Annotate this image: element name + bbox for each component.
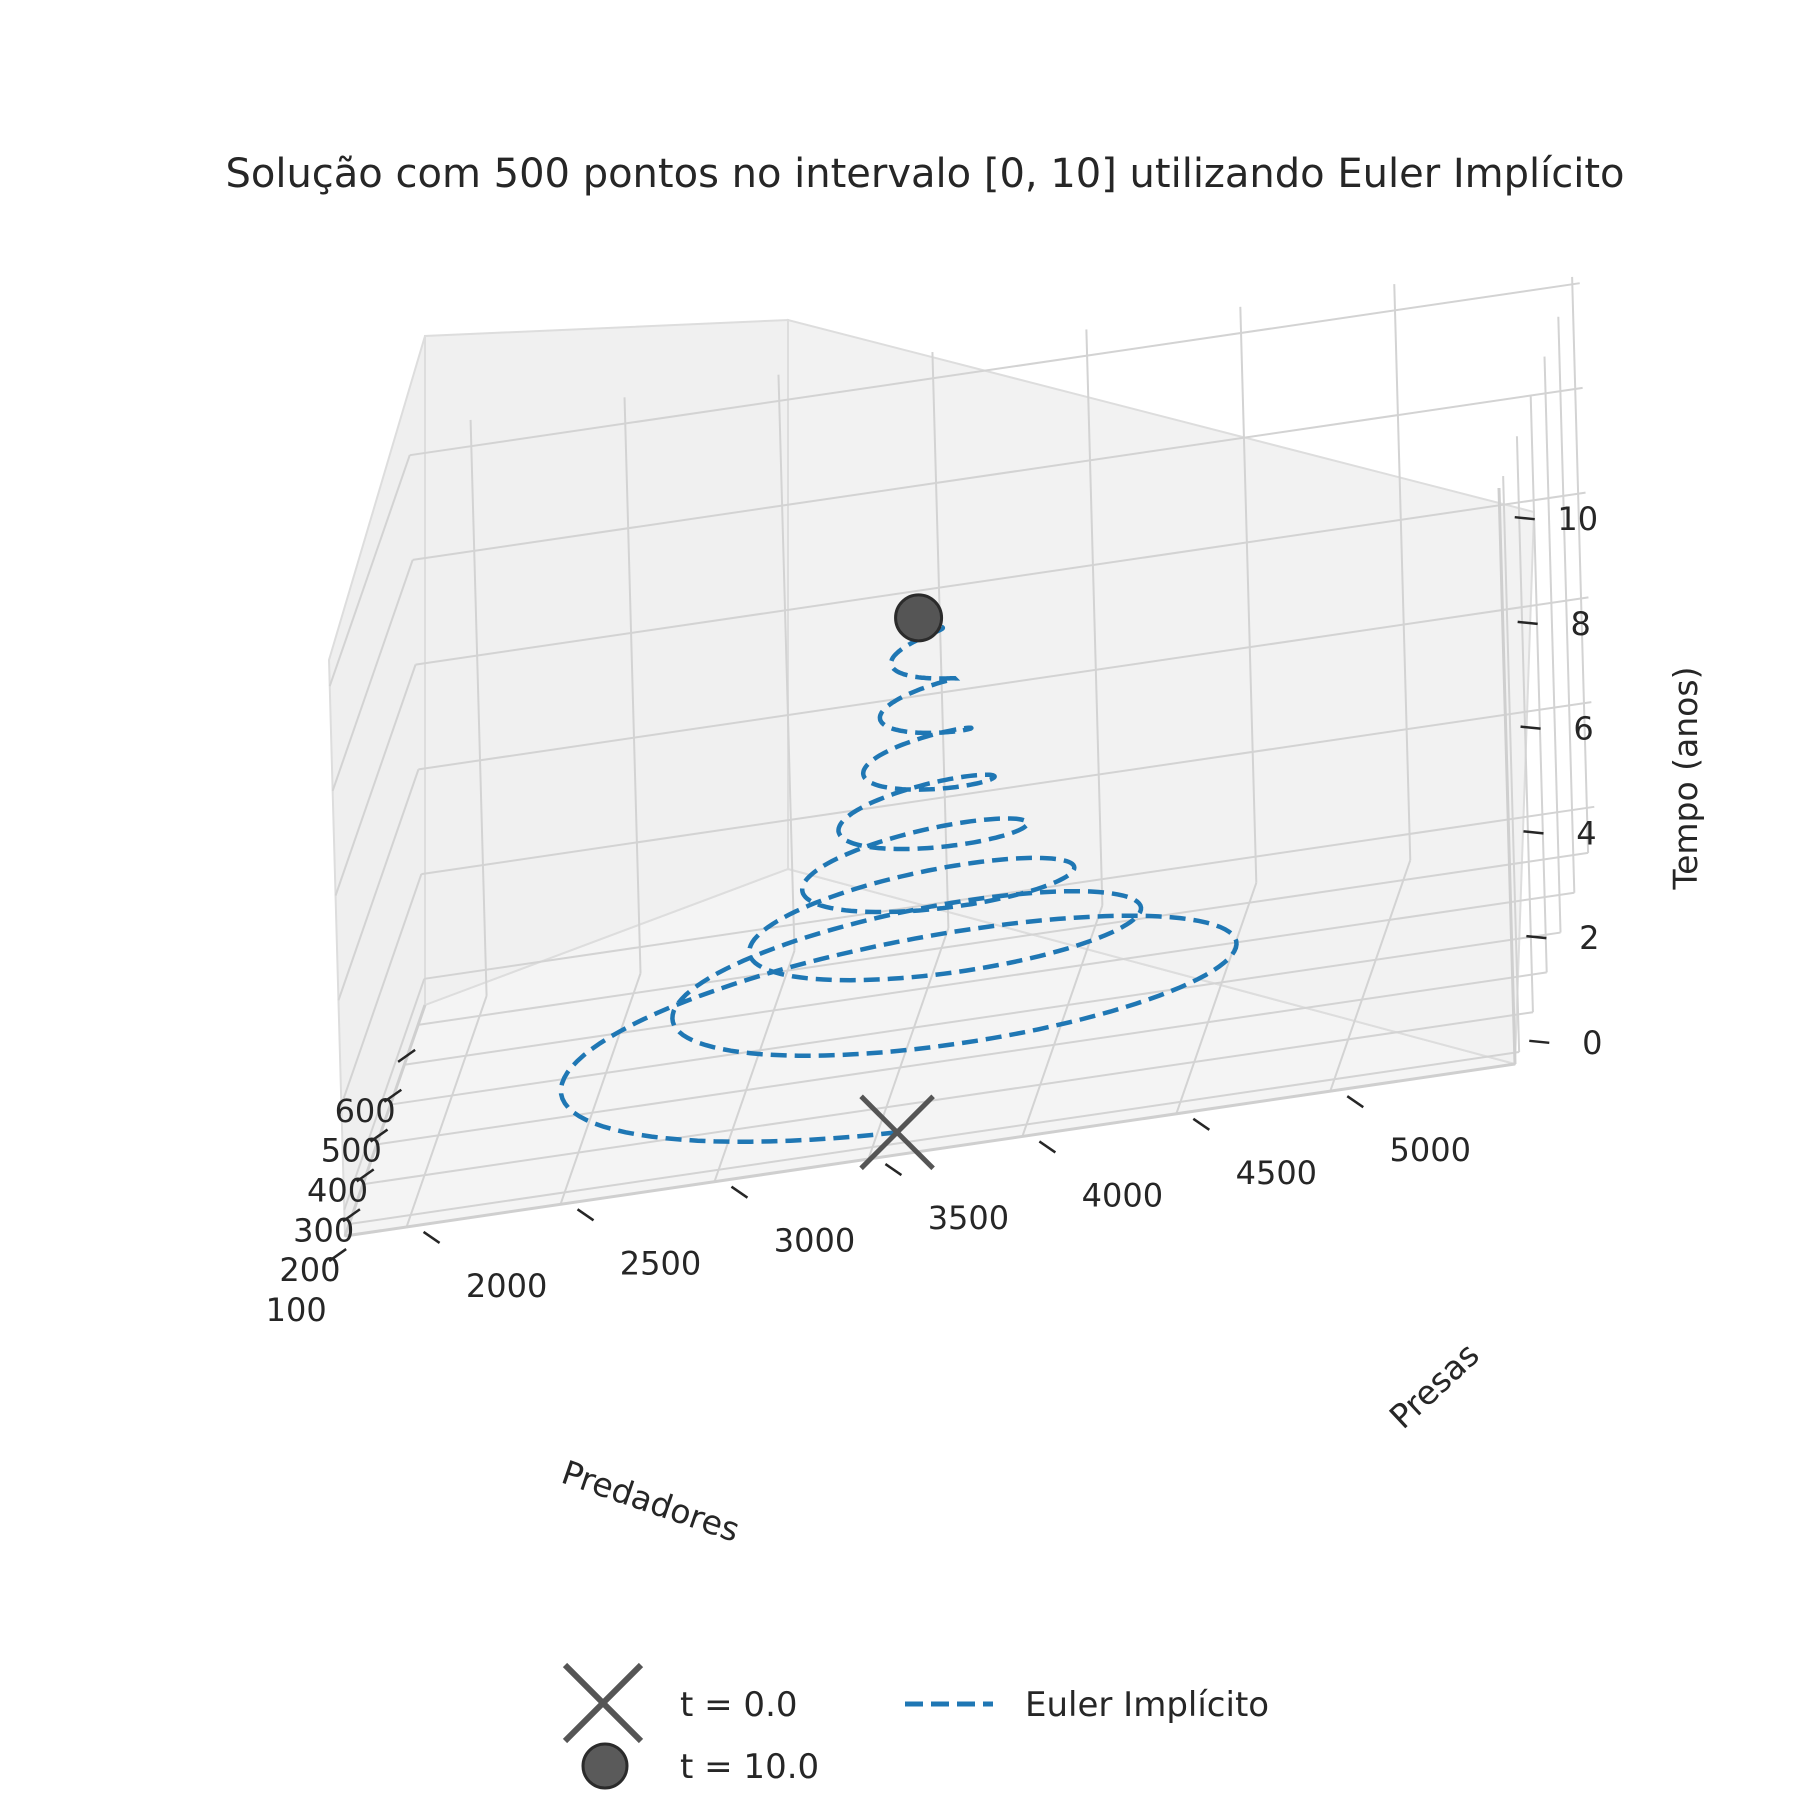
grid-line-x-floor	[348, 1051, 1520, 1226]
x-tick-label: 100	[266, 1291, 327, 1329]
grid-line-z-back	[418, 596, 1589, 771]
legend-item-start: t = 0.0	[562, 1662, 798, 1744]
grid-line-z-left	[343, 978, 426, 1211]
grid-line-y-floor	[405, 995, 488, 1228]
x-axis-label: Predadores	[557, 1453, 745, 1550]
grid-line-x-wall	[1515, 436, 1534, 1013]
y-tick-mark	[1038, 1140, 1057, 1154]
legend-label-series: Euler Implícito	[1025, 1685, 1269, 1725]
grid-line-z-back	[415, 491, 1586, 666]
grid-line-x-floor	[404, 891, 1575, 1066]
grid-line-z-left	[328, 454, 411, 687]
grid-line-z-left	[337, 769, 420, 1001]
grid-line-x-wall	[1502, 476, 1521, 1053]
x-tick-mark	[383, 1088, 403, 1103]
y-tick-mark	[576, 1208, 595, 1222]
z-tick-mark	[1526, 934, 1547, 940]
grid-line-y-floor	[1021, 905, 1104, 1137]
x-tick-label: 600	[335, 1092, 396, 1130]
y-tick-label: 4500	[1236, 1154, 1317, 1192]
z-axis-label: Tempo (anos)	[1666, 667, 1705, 891]
z-tick-mark	[1514, 515, 1535, 521]
grid-line-x-wall	[1557, 316, 1576, 893]
grid-line-x-floor	[362, 1011, 1534, 1186]
series-line-euler-implicito	[558, 620, 1239, 1144]
z-tick-mark	[1523, 830, 1544, 835]
axes: 1002003004005006002000250030003500400045…	[266, 487, 1602, 1329]
x-tick-label: 500	[321, 1132, 382, 1170]
grid-line-x-floor	[417, 851, 1589, 1026]
z-tick-label: 4	[1576, 814, 1596, 852]
grid-line-y-wall	[1085, 329, 1104, 906]
z-tick-label: 8	[1570, 605, 1590, 643]
y-tick-label: 4000	[1082, 1176, 1163, 1214]
grid-line-x-floor	[376, 971, 1547, 1146]
z-tick-label: 10	[1557, 500, 1598, 538]
x-tick-mark	[356, 1168, 375, 1183]
legend-item-series: Euler Implícito	[905, 1685, 1269, 1725]
grid-line-z-back	[421, 701, 1592, 876]
grid-line-y-floor	[559, 972, 642, 1205]
z-tick-mark	[1517, 620, 1538, 626]
grid-lines	[328, 276, 1595, 1228]
y-tick-label: 2500	[620, 1244, 701, 1282]
x-marker-icon	[562, 1662, 644, 1744]
grid-line-y-wall	[1239, 306, 1258, 883]
grid-line-x-wall	[1571, 276, 1590, 853]
y-tick-mark	[1346, 1095, 1364, 1109]
grid-line-x-floor	[390, 931, 1561, 1106]
x-tick-mark	[328, 1248, 347, 1263]
x-tick-mark	[397, 1048, 416, 1063]
grid-line-z-left	[334, 664, 417, 896]
grid-line-x-wall	[1529, 396, 1548, 973]
start-marker	[859, 1094, 935, 1171]
markers	[859, 593, 944, 1171]
legend-item-end: t = 10.0	[581, 1742, 819, 1790]
z-tick-label: 6	[1573, 710, 1593, 748]
grid-line-z-back	[424, 805, 1595, 980]
grid-line-y-wall	[1393, 284, 1412, 861]
legend-label-end: t = 10.0	[680, 1747, 819, 1787]
z-tick-label: 2	[1579, 919, 1599, 957]
y-axis-line	[344, 1062, 1516, 1238]
grid-line-z-back	[412, 386, 1583, 561]
x-tick-label: 400	[307, 1172, 368, 1210]
grid-line-z-left	[340, 873, 423, 1106]
chart-title: Solução com 500 pontos no intervalo [0, …	[225, 151, 1624, 197]
x-tick-label: 300	[293, 1211, 354, 1249]
circle-marker-icon	[581, 1742, 629, 1790]
z-tick-label: 0	[1582, 1024, 1602, 1062]
y-tick-mark	[884, 1163, 903, 1177]
y-axis-label: Presas	[1382, 1335, 1487, 1437]
grid-line-z-back	[409, 282, 1580, 457]
z-axis-line	[1497, 487, 1517, 1065]
grid-line-z-left	[331, 559, 414, 792]
grid-line-y-wall	[931, 352, 950, 929]
grid-line-y-wall	[777, 374, 796, 951]
y-tick-label: 2000	[466, 1267, 547, 1305]
y-tick-mark	[422, 1230, 441, 1244]
grid-line-y-floor	[1175, 882, 1258, 1115]
y-tick-mark	[730, 1185, 749, 1199]
grid-line-y-floor	[1329, 859, 1412, 1092]
series-euler-implicito	[558, 620, 1239, 1144]
y-tick-mark	[1192, 1117, 1211, 1131]
z-tick-mark	[1529, 1039, 1550, 1045]
y-tick-label: 3500	[928, 1199, 1009, 1237]
end-marker	[894, 593, 944, 643]
x-axis-line	[343, 1004, 427, 1237]
y-tick-label: 3000	[774, 1222, 855, 1260]
legend: t = 0.0 t = 10.0 Euler Implícito	[562, 1662, 1269, 1790]
grid-line-y-wall	[469, 419, 488, 996]
grid-line-x-wall	[1543, 356, 1562, 933]
grid-line-y-floor	[867, 927, 950, 1160]
grid-line-y-wall	[623, 397, 642, 974]
x-tick-label: 200	[279, 1251, 340, 1289]
x-tick-mark	[342, 1208, 361, 1223]
y-tick-label: 5000	[1390, 1131, 1471, 1169]
legend-label-start: t = 0.0	[680, 1685, 798, 1725]
x-tick-mark	[369, 1128, 389, 1143]
z-tick-mark	[1520, 725, 1541, 730]
